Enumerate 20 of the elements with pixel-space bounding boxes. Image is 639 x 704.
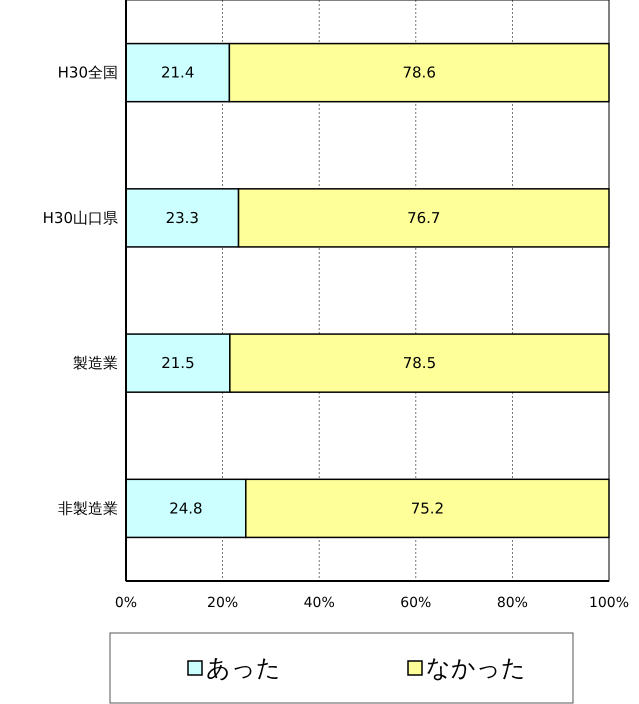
x-tick-label: 80%: [496, 595, 528, 611]
y-tick-label: 非製造業: [58, 499, 118, 518]
legend-label: なかった: [426, 654, 526, 682]
data-label: 21.5: [161, 354, 195, 372]
legend-label: あった: [206, 654, 281, 682]
data-label: 23.3: [166, 208, 199, 227]
y-tick-label: H30山口県: [42, 208, 118, 227]
x-tick-label: 40%: [304, 595, 335, 611]
data-label: 76.7: [407, 208, 440, 227]
data-label: 78.5: [402, 354, 436, 372]
data-label: 78.6: [402, 64, 436, 82]
x-tick-label: 100%: [588, 595, 630, 611]
data-label: 21.4: [160, 64, 194, 82]
y-tick-label: 製造業: [73, 354, 118, 372]
data-label: 24.8: [169, 499, 203, 518]
x-tick-label: 0%: [114, 595, 138, 611]
x-tick-label: 60%: [400, 595, 432, 611]
data-label: 75.2: [410, 499, 444, 518]
x-tick-label: 20%: [207, 595, 238, 611]
y-tick-label: H30全国: [58, 64, 118, 82]
